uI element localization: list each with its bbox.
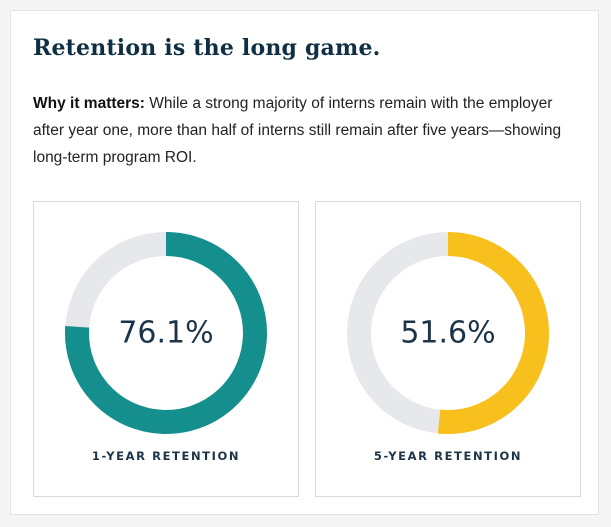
donut-arc-5-year: [437, 232, 549, 434]
donut-arc-1-year: [65, 232, 267, 434]
lead-label: Why it matters:: [33, 95, 145, 112]
donut-value-1-year: 76.1%: [118, 316, 213, 351]
body-text: Why it matters: While a strong majority …: [33, 90, 583, 171]
donut-chart-1-year: 76.1%: [65, 232, 267, 434]
donut-chart-5-year: 51.6%: [347, 232, 549, 434]
chart-label-5-year: 5-YEAR RETENTION: [373, 449, 523, 463]
page-title: Retention is the long game.: [33, 35, 381, 61]
chart-panel-1-year: 76.1% 1-YEAR RETENTION: [33, 201, 299, 497]
card: Retention is the long game. Why it matte…: [10, 10, 599, 515]
body-paragraph: While a strong majority of interns remai…: [33, 95, 562, 166]
chart-label-1-year: 1-YEAR RETENTION: [91, 449, 241, 463]
donut-value-5-year: 51.6%: [400, 316, 495, 351]
chart-panel-5-year: 51.6% 5-YEAR RETENTION: [315, 201, 581, 497]
